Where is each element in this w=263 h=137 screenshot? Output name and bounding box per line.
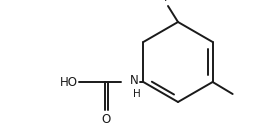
Text: N: N [130,75,138,88]
Text: F: F [164,0,170,4]
Text: O: O [102,113,111,126]
Text: HO: HO [60,75,78,89]
Text: H: H [134,89,141,99]
